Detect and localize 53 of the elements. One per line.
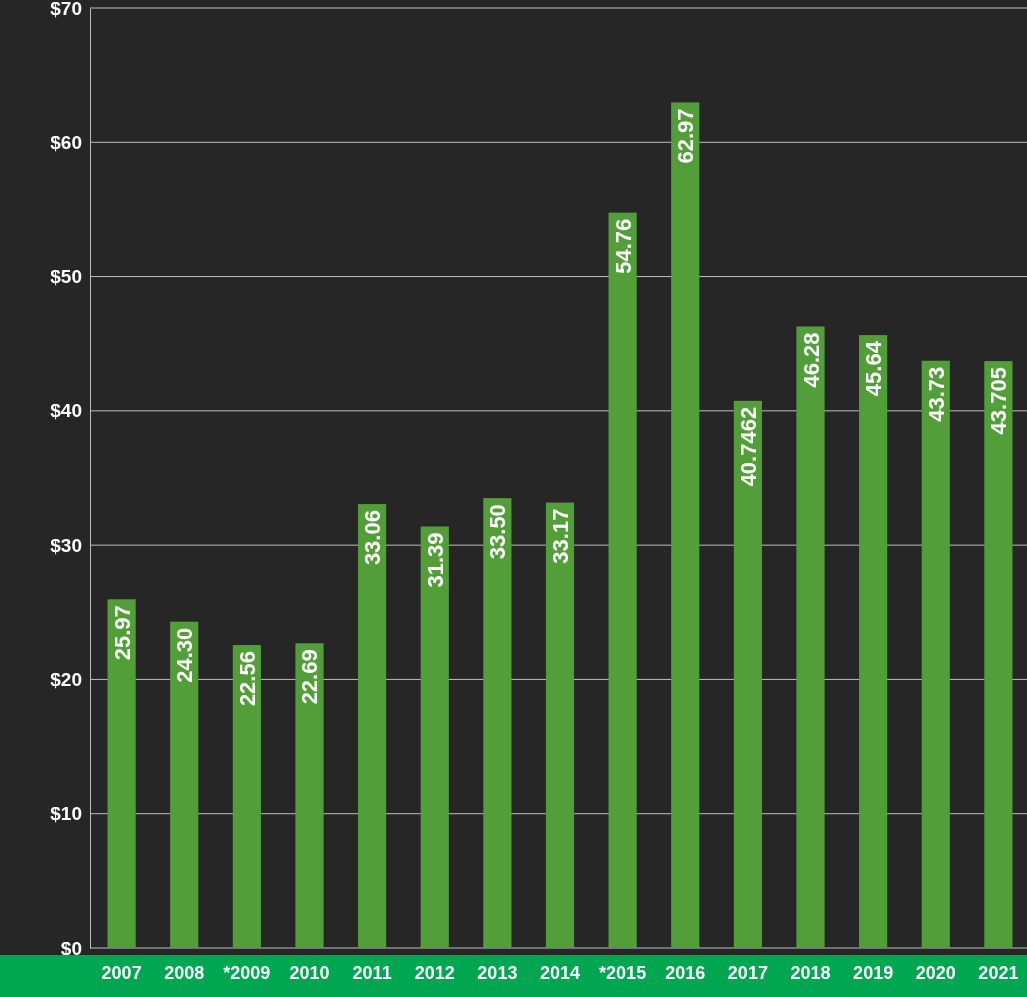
data-label: 54.76: [610, 218, 636, 274]
y-tick-label: $0: [60, 937, 82, 959]
data-label: 22.56: [234, 651, 260, 707]
bar: [733, 400, 762, 948]
y-tick-label: $30: [50, 534, 82, 556]
data-label: 62.97: [673, 108, 699, 164]
x-tick-label: 2011: [352, 962, 392, 983]
x-tick-label: 2014: [539, 962, 581, 983]
y-tick-label: $60: [50, 131, 82, 153]
data-label: 43.73: [923, 366, 949, 422]
data-label: 40.7462: [735, 406, 761, 487]
bar: [984, 361, 1013, 948]
bar: [859, 335, 888, 948]
x-tick-label: 2020: [915, 962, 956, 983]
data-label: 43.705: [986, 367, 1012, 435]
x-tick-label: *2015: [599, 962, 647, 983]
x-tick-label: 2017: [727, 962, 768, 983]
bar: [170, 621, 199, 948]
data-label: 25.97: [109, 605, 135, 661]
x-tick-label: 2008: [164, 962, 205, 983]
y-tick-label: $50: [50, 266, 82, 288]
bar: [921, 360, 950, 948]
data-label: 33.17: [548, 508, 573, 564]
y-tick-label: $40: [50, 400, 82, 422]
bar: [107, 599, 136, 948]
data-label: 33.06: [360, 510, 386, 566]
x-tick-label: 2019: [853, 962, 894, 983]
y-tick-label: $10: [50, 803, 82, 825]
bar: [671, 102, 700, 948]
data-label: 22.69: [297, 649, 323, 705]
x-tick-label: *2009: [223, 962, 271, 983]
bar: [358, 504, 387, 948]
bar: [796, 326, 825, 948]
bar: [420, 526, 449, 948]
x-tick-label: 2013: [477, 962, 518, 983]
data-label: 24.30: [172, 627, 198, 683]
x-tick-label: 2021: [978, 962, 1019, 983]
bar: [295, 643, 324, 948]
x-tick-label: 2007: [101, 962, 142, 983]
data-label: 45.64: [861, 340, 887, 397]
bar: [608, 212, 637, 948]
data-label: 46.28: [798, 332, 824, 388]
x-tick-label: 2012: [414, 962, 455, 983]
bar: [483, 498, 512, 948]
bar: [545, 502, 575, 948]
x-tick-label: 2018: [790, 962, 831, 983]
x-tick-label: 2016: [665, 962, 706, 983]
data-label: 31.39: [422, 532, 448, 588]
x-tick-label: 2010: [289, 962, 330, 983]
data-label: 33.50: [485, 504, 511, 560]
y-tick-label: $20: [50, 669, 82, 691]
y-tick-label: $70: [50, 0, 82, 19]
bar: [232, 645, 261, 948]
